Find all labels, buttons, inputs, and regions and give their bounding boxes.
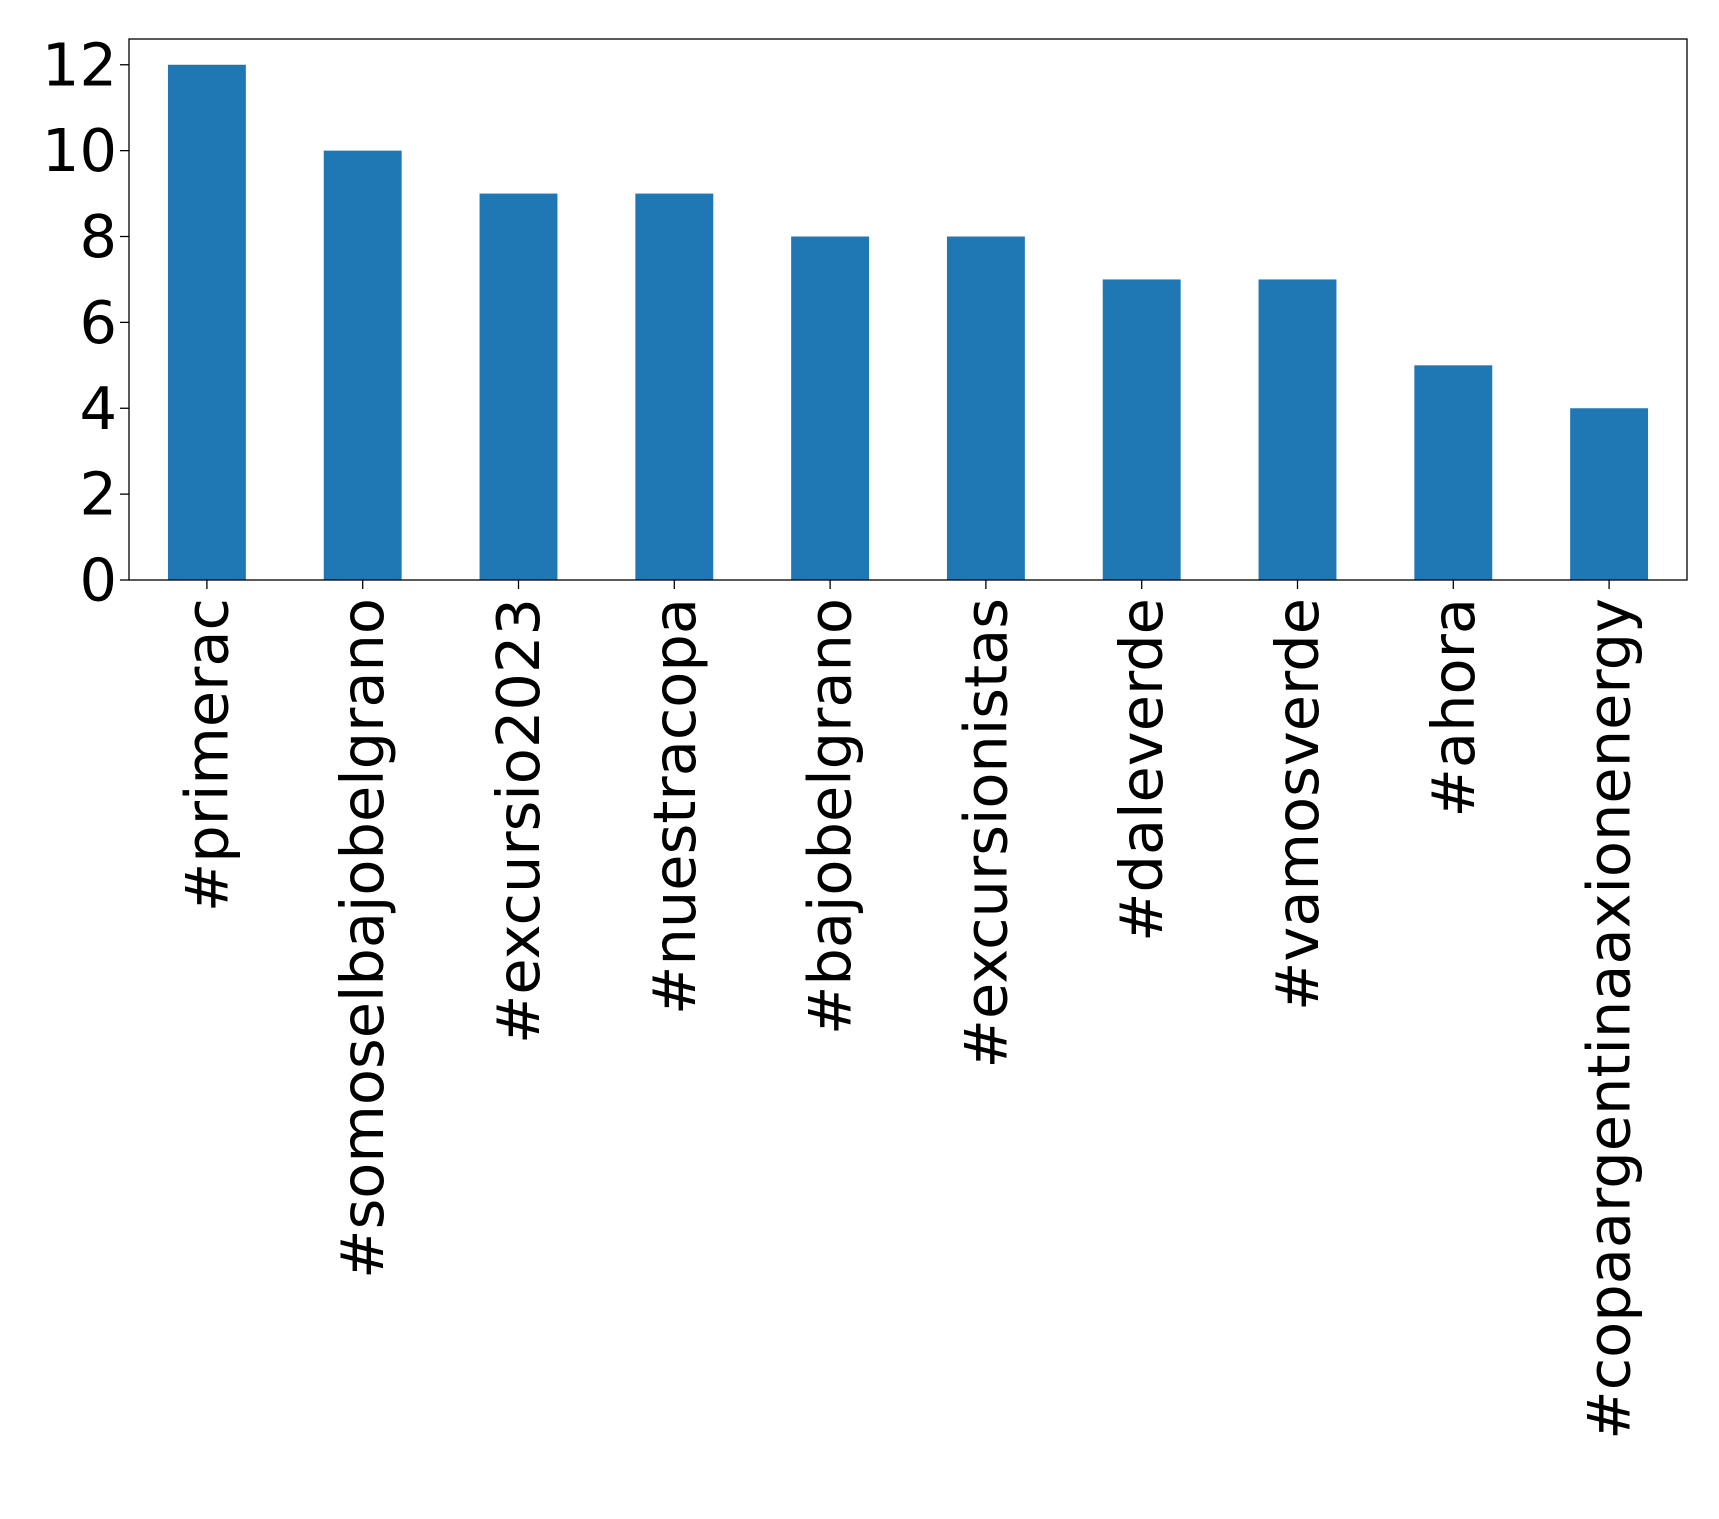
bar-bajobelgrano: [791, 236, 870, 580]
y-tick-label: 0: [79, 546, 117, 615]
bar-copaargentinaaxionenergy: [1570, 408, 1649, 580]
y-axis: 0 2 4 6 8 10 12: [42, 30, 129, 615]
bar-nuestracopa: [635, 193, 714, 581]
bar-daleverde: [1102, 279, 1181, 580]
bar-excursionistas: [946, 236, 1025, 580]
x-tick-label: #somoselbajobelgrano: [328, 598, 397, 1279]
x-tick-label: #excursionistas: [951, 598, 1020, 1068]
y-tick-label: 2: [79, 460, 117, 529]
x-tick-label: #primerac: [172, 598, 241, 912]
x-tick-label: #daleverde: [1107, 598, 1176, 942]
x-tick-label: #ahora: [1419, 598, 1488, 818]
bar-somoselbajobelgrano: [323, 150, 402, 580]
y-tick-label: 6: [79, 288, 117, 357]
bar-primerac: [167, 64, 246, 580]
y-tick-label: 12: [42, 30, 117, 99]
x-tick-label: #copaargentinaaxionenergy: [1575, 598, 1644, 1440]
x-tick-label: #nuestracopa: [640, 598, 709, 1015]
plot-frame: [128, 38, 1688, 581]
bar-ahora: [1414, 365, 1493, 580]
bar-excursio2023: [479, 193, 558, 581]
y-tick-label: 4: [79, 374, 117, 443]
y-tick-label: 8: [79, 202, 117, 271]
y-tick-label: 10: [42, 116, 117, 185]
x-axis: #primerac #somoselbajobelgrano #excursio20…: [172, 580, 1644, 1440]
x-tick-label: #excursio2023: [484, 598, 553, 1044]
bars-group: [167, 64, 1649, 581]
bar-vamosverde: [1258, 279, 1337, 580]
x-tick-label: #vamosverde: [1263, 598, 1332, 1011]
x-tick-label: #bajobelgrano: [796, 598, 865, 1035]
